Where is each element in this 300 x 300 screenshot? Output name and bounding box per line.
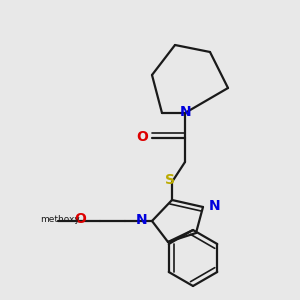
Text: N: N: [209, 199, 221, 213]
Text: N: N: [180, 105, 192, 119]
Text: S: S: [165, 173, 175, 187]
Text: O: O: [74, 212, 86, 226]
Text: N: N: [136, 213, 148, 227]
Text: methoxy: methoxy: [40, 215, 80, 224]
Text: O: O: [136, 130, 148, 144]
